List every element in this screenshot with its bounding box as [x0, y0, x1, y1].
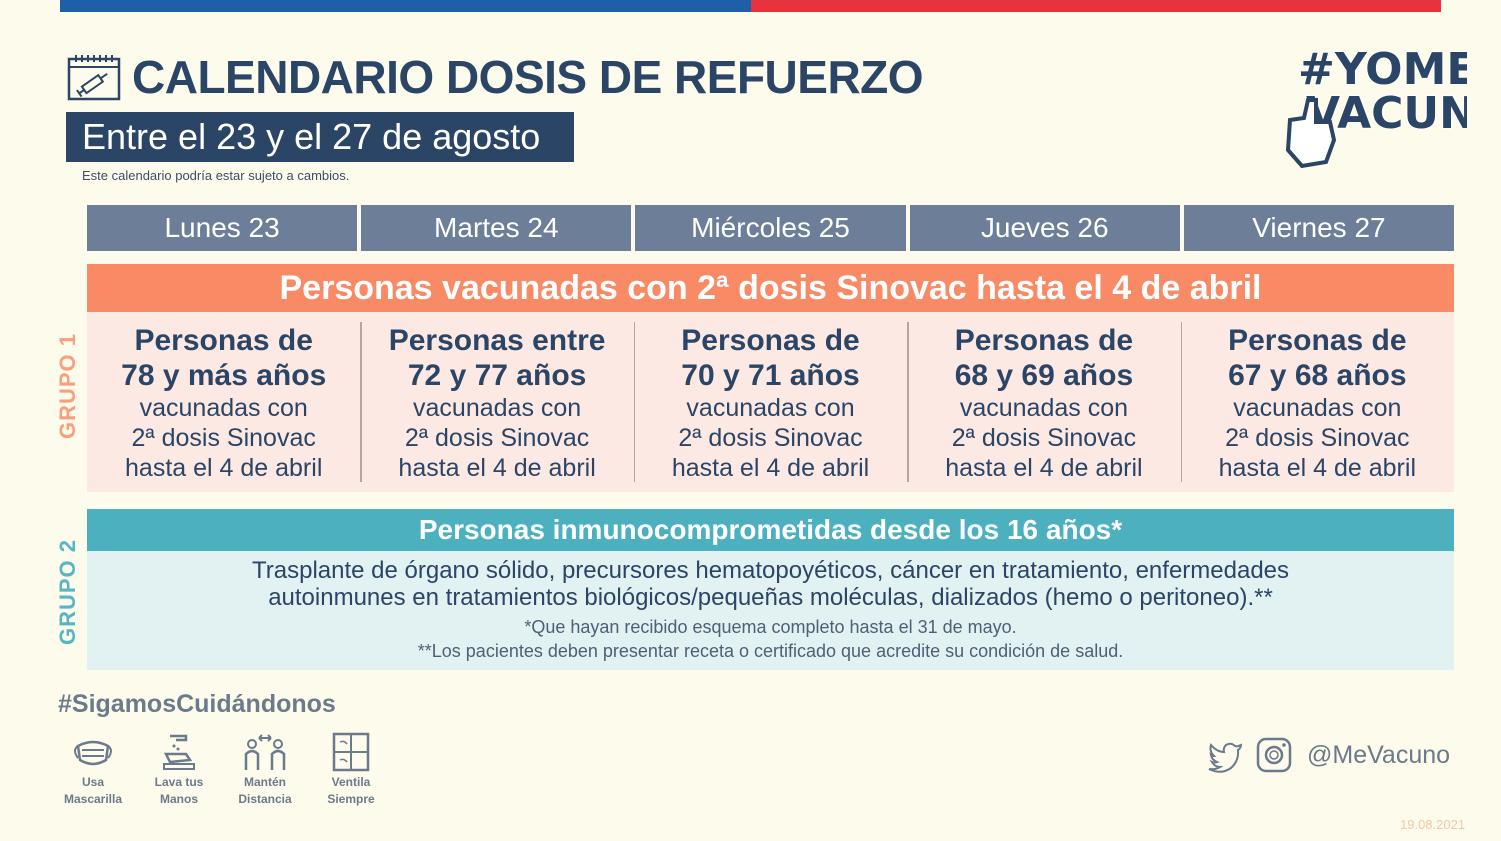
cell-bold-line: Personas de — [134, 324, 313, 357]
group-2-footnote: **Los pacientes deben presentar receta o… — [417, 641, 1124, 661]
cell-line: 2ª dosis Sinovac — [1225, 424, 1410, 452]
instagram-icon[interactable] — [1255, 737, 1293, 773]
window-icon — [332, 732, 370, 772]
cell-line: hasta el 4 de abril — [398, 454, 596, 482]
cell-line: vacunadas con — [413, 394, 582, 422]
cell-age-range: 72 y 77 años — [407, 359, 587, 392]
disclaimer-note: Este calendario podría estar sujeto a ca… — [82, 168, 350, 183]
group-2-footnote: *Que hayan recibido esquema completo has… — [524, 617, 1017, 637]
group-1-body: Personas de 78 y más años vacunadas con … — [87, 312, 1454, 492]
tip-label: Mascarilla — [63, 792, 123, 806]
group-1-cell: Personas de 68 y 69 años vacunadas con 2… — [907, 312, 1180, 492]
tip-item: Usa Mascarilla — [50, 732, 136, 806]
cell-line: vacunadas con — [959, 394, 1129, 422]
cell-line: vacunadas con — [1233, 394, 1402, 422]
day-header: Viernes 27 — [1183, 205, 1455, 251]
group-1-cell: Personas de 67 y 68 años vacunadas con 2… — [1180, 312, 1454, 492]
cell-line: 2ª dosis Sinovac — [131, 424, 316, 452]
tip-label: Distancia — [238, 792, 292, 806]
yo-me-vacuno-logo: #YOME VACUNO — [1285, 43, 1467, 169]
cell-age-range: 70 y 71 años — [681, 359, 860, 392]
day-header: Miércoles 25 — [635, 205, 906, 251]
cell-bold-line: Personas de — [1228, 324, 1407, 357]
top-bar-blue — [60, 0, 751, 12]
tip-label: Siempre — [327, 792, 375, 806]
tip-label: Manos — [159, 792, 198, 806]
cell-age-range: 68 y 69 años — [954, 359, 1134, 392]
calendar-vaccine-icon — [67, 55, 121, 101]
top-bar-red — [750, 0, 1441, 12]
cell-bold-line: Personas de — [954, 324, 1134, 357]
group-2-header: Personas inmunocomprometidas desde los 1… — [87, 509, 1454, 551]
group-1-header: Personas vacunadas con 2ª dosis Sinovac … — [87, 264, 1454, 312]
day-header-row: Lunes 23 Martes 24 Miércoles 25 Jueves 2… — [87, 205, 1455, 251]
group-1-cell: Personas de 70 y 71 años vacunadas con 2… — [633, 312, 907, 492]
group-2-body: Trasplante de órgano sólido, precursores… — [87, 551, 1454, 670]
group-2-description-line: autoinmunes en tratamientos biológicos/p… — [268, 584, 1273, 611]
cell-line: 2ª dosis Sinovac — [678, 424, 863, 452]
handwash-icon — [163, 734, 195, 770]
social-handle[interactable]: @MeVacuno — [1307, 740, 1451, 769]
cell-line: hasta el 4 de abril — [1218, 454, 1416, 482]
cell-line: 2ª dosis Sinovac — [951, 424, 1137, 452]
cell-line: hasta el 4 de abril — [125, 454, 323, 482]
tip-item: Ventila Siempre — [308, 732, 394, 806]
tip-label: Lava tus — [154, 775, 204, 789]
group-1-cell: Personas de 78 y más años vacunadas con … — [87, 312, 360, 492]
tip-item: Mantén Distancia — [222, 732, 308, 806]
tip-item: Lava tus Manos — [136, 732, 222, 806]
hashtag: #SigamosCuidándonos — [58, 690, 336, 718]
tip-label: Usa — [81, 775, 104, 789]
group-1-cell: Personas entre 72 y 77 años vacunadas co… — [360, 312, 633, 492]
day-header: Martes 24 — [361, 205, 632, 251]
page-title: CALENDARIO DOSIS DE REFUERZO — [132, 51, 924, 103]
cell-line: vacunadas con — [139, 394, 308, 422]
cell-line: hasta el 4 de abril — [945, 454, 1143, 482]
svg-text:#YOME: #YOME — [1298, 44, 1467, 95]
cell-bold-line: Personas de — [681, 324, 860, 357]
date-range-banner: Entre el 23 y el 27 de agosto — [66, 112, 574, 162]
cell-line: hasta el 4 de abril — [671, 454, 870, 482]
social-handles: @MeVacuno — [1207, 737, 1450, 773]
day-header: Lunes 23 — [87, 205, 358, 251]
prevention-tips: Usa Mascarilla Lava tus Manos Mantén Dis… — [50, 732, 394, 806]
tip-label: Ventila — [331, 775, 371, 789]
cell-bold-line: Personas entre — [388, 324, 606, 357]
cell-age-range: 67 y 68 años — [1228, 359, 1407, 392]
cell-age-range: 78 y más años — [121, 359, 327, 392]
mask-icon — [74, 740, 112, 766]
twitter-icon[interactable] — [1207, 737, 1245, 773]
group-1-label: GRUPO 1 — [55, 332, 80, 439]
cell-line: vacunadas con — [686, 394, 855, 422]
group-2-description-line: Trasplante de órgano sólido, precursores… — [251, 557, 1290, 584]
publication-date: 19.08.2021 — [1400, 817, 1466, 832]
distance-icon — [244, 734, 286, 770]
cell-line: 2ª dosis Sinovac — [404, 424, 590, 452]
day-header: Jueves 26 — [909, 205, 1180, 251]
tip-label: Mantén — [244, 775, 286, 789]
group-2-label: GRUPO 2 — [55, 538, 80, 645]
top-color-bar — [60, 0, 1441, 12]
